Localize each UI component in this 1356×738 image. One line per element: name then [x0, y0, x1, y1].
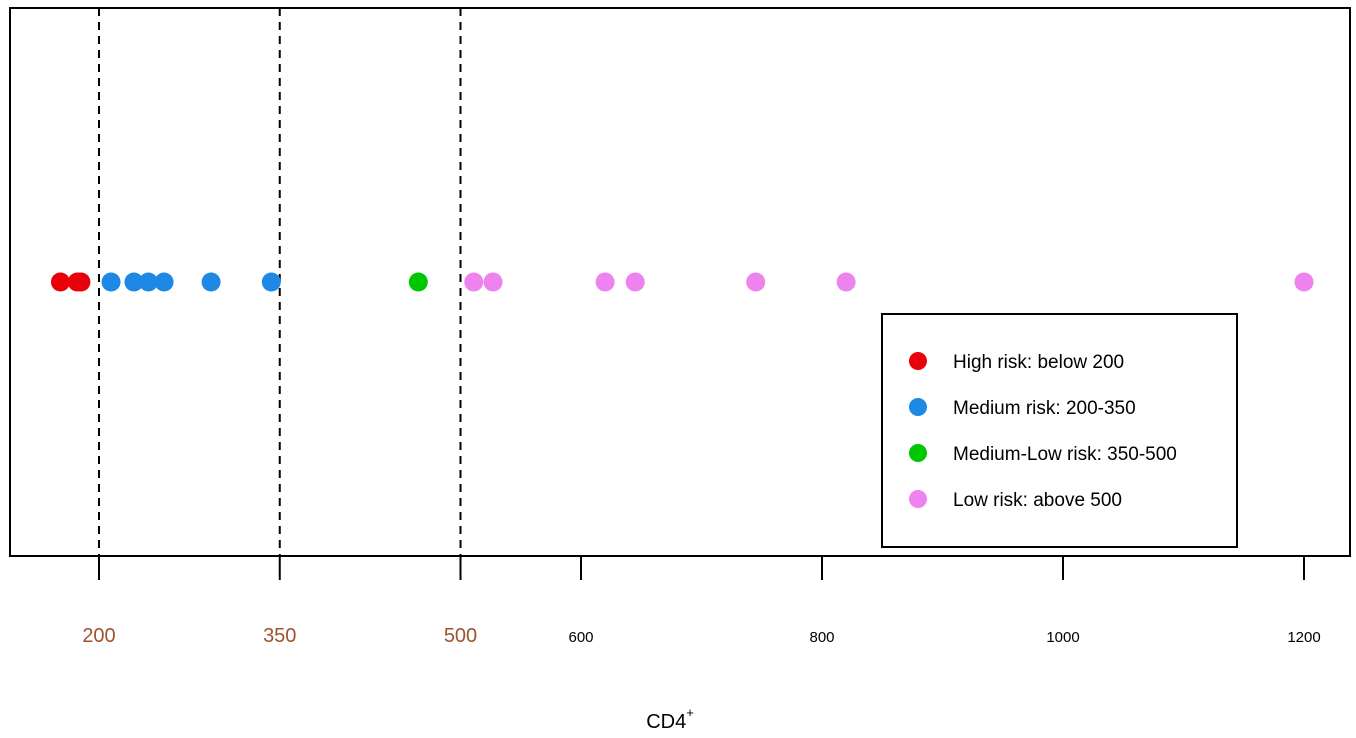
data-points — [50, 272, 1314, 292]
point-series0-2 — [71, 272, 91, 292]
x-axis-label-superscript: + — [686, 705, 694, 720]
point-series2-0 — [408, 272, 428, 292]
point-series3-0 — [464, 272, 484, 292]
legend-label-2: Medium-Low risk: 350-500 — [953, 444, 1177, 465]
legend-marker-0 — [909, 352, 927, 370]
x-tick-label-500: 500 — [444, 625, 477, 647]
point-series0-0 — [50, 272, 70, 292]
legend-label-3: Low risk: above 500 — [953, 490, 1122, 511]
legend-marker-1 — [909, 398, 927, 416]
legend-marker-3 — [909, 490, 927, 508]
x-tick-label-1000: 1000 — [1046, 629, 1079, 646]
point-series3-2 — [595, 272, 615, 292]
legend-marker-2 — [909, 444, 927, 462]
point-series3-6 — [1294, 272, 1314, 292]
point-series1-4 — [201, 272, 221, 292]
legend-box — [881, 313, 1238, 548]
legend-label-1: Medium risk: 200-350 — [953, 398, 1136, 419]
x-tick-label-600: 600 — [568, 629, 593, 646]
x-tick-label-1200: 1200 — [1287, 629, 1320, 646]
point-series3-1 — [483, 272, 503, 292]
plot-frame — [9, 7, 1351, 557]
x-tick-label-200: 200 — [82, 625, 115, 647]
point-series1-0 — [101, 272, 121, 292]
point-series1-2 — [138, 272, 158, 292]
point-series1-5 — [261, 272, 281, 292]
point-series3-3 — [625, 272, 645, 292]
x-tick-label-350: 350 — [263, 625, 296, 647]
legend-label-0: High risk: below 200 — [953, 352, 1124, 373]
point-series3-4 — [746, 272, 766, 292]
x-axis: 200 350 500 600 800 1000 1200 — [82, 556, 1321, 647]
x-tick-label-800: 800 — [809, 629, 834, 646]
point-series3-5 — [836, 272, 856, 292]
point-series1-3 — [154, 272, 174, 292]
x-axis-label-text: CD4 — [646, 711, 686, 733]
point-series1-1 — [124, 272, 144, 292]
x-axis-label: CD4+ — [646, 705, 694, 733]
legend: High risk: below 200 Medium risk: 200-350… — [881, 313, 1238, 548]
